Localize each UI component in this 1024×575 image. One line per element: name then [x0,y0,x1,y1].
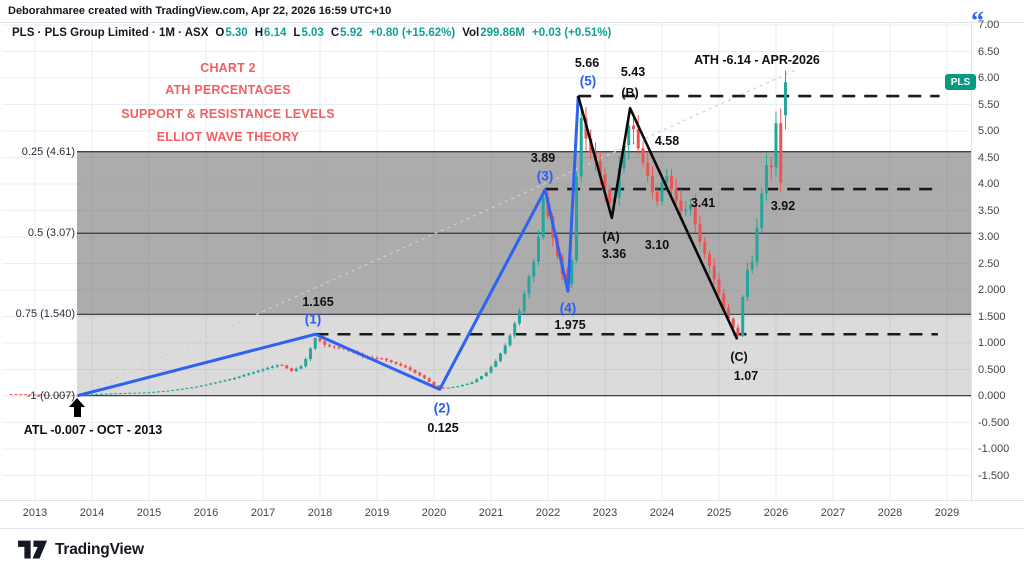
price-axis-label: 4.00 [978,178,1000,190]
wave-label: (4) [559,300,577,316]
price-change: +0.80 (+15.62%) [369,27,456,39]
price-axis-label: 5.00 [978,125,1000,137]
time-axis-label: 2014 [79,507,105,519]
price-axis-label: 2.50 [978,257,1000,270]
price-annotation: 3.89 [530,151,556,165]
time-axis-label: 2019 [364,507,390,519]
time-axis-label: 2022 [535,507,561,519]
symbol-title: PLS · PLS Group Limited · 1M · ASX [12,27,209,39]
fib-level-label: 0.5 (3.07) [27,227,75,240]
volume-change: +0.03 (+0.51%) [532,27,612,39]
price-annotation: (A) [602,230,620,244]
tradingview-logo-icon [18,540,48,559]
ohlc-low: L 5.03 [293,27,324,39]
time-axis-label: 2029 [934,507,960,519]
time-axis-label: 2020 [421,507,447,519]
symbol-info-bar: PLS · PLS Group Limited · 1M · ASX O 5.30… [12,27,611,39]
time-axis-label: 2016 [193,507,219,519]
price-axis-label: 1.500 [978,310,1006,323]
wave-label: (1) [304,311,322,327]
price-axis-label: -1.500 [978,469,1010,482]
price-axis-label: 6.50 [978,45,1000,58]
price-axis-label: 4.50 [978,151,1000,164]
volume: Vol 299.86M [462,27,526,39]
time-axis-label: 2026 [763,507,789,519]
time-axis-label: 2013 [22,507,48,519]
price-annotation: 1.165 [302,295,334,309]
time-axis-label: 2025 [706,507,732,519]
time-axis-label: 2021 [478,507,504,519]
ohlc-high: H 6.14 [254,27,287,39]
price-axis-label: 2.000 [978,284,1006,296]
price-axis-label: 7.00 [978,19,1000,31]
chart-title-line-1: CHART 2 [200,61,256,75]
price-annotation: 1.975 [554,318,586,332]
time-axis-label: 2018 [307,507,333,519]
chart-title-line-2: ATH PERCENTAGES [165,83,291,97]
tradingview-logo-text: TradingView [55,541,144,558]
price-axis-label: 3.00 [978,231,1000,243]
fib-level-label: 0.25 (4.61) [21,145,75,158]
price-annotation: (C) [730,350,748,364]
price-axis-label: 0.500 [978,363,1006,376]
chart-title-line-3: SUPPORT & RESISTANCE LEVELS [121,107,335,121]
price-annotation: 3.36 [601,247,627,261]
wave-label: (2) [433,400,451,416]
price-annotation: 1.07 [733,369,759,383]
time-axis-label: 2017 [250,507,276,519]
price-axis-label: 6.00 [978,72,1000,84]
fib-level-label: -1-(0.007) [26,389,75,402]
price-axis-label: 3.50 [978,204,1000,217]
price-axis-label: -0.500 [978,416,1010,429]
atl-label: ATL -0.007 - OCT - 2013 [23,423,163,437]
ohlc-open: O 5.30 [215,27,248,39]
price-annotation: 5.43 [620,65,646,79]
price-axis-label: 0.000 [978,390,1006,402]
time-axis-label: 2028 [877,507,903,519]
price-axis-label: 5.50 [978,98,1000,111]
time-axis-label: 2024 [649,507,675,519]
price-annotation: 4.58 [654,134,680,148]
price-axis-label: 1.000 [978,337,1006,349]
price-axis-label: -1.000 [978,443,1010,455]
fib-level-label: 0.75 (1.540) [15,308,75,321]
ath-label: ATH -6.14 - APR-2026 [694,53,820,67]
wave-label: (3) [536,168,554,184]
chart-title-line-4: ELLIOT WAVE THEORY [156,130,300,144]
price-scale-symbol-badge: PLS [945,74,976,90]
time-axis-label: 2015 [136,507,162,519]
wave-label: (5) [579,73,597,89]
attribution-watermark: Deborahmaree created with TradingView.co… [8,5,392,17]
price-annotation: 0.125 [427,421,459,435]
time-axis-label: 2023 [592,507,618,519]
price-annotation: 3.10 [644,238,670,252]
time-axis-label: 2027 [820,507,846,519]
price-annotation: 3.41 [690,196,716,210]
price-annotation: 5.66 [574,56,600,70]
price-annotation: (B) [621,86,639,100]
price-annotation: 3.92 [770,199,796,213]
snapshot-quote-icon[interactable]: “ [971,6,984,35]
ohlc-close: C 5.92 [330,27,363,39]
tradingview-logo[interactable]: TradingView [18,540,144,560]
